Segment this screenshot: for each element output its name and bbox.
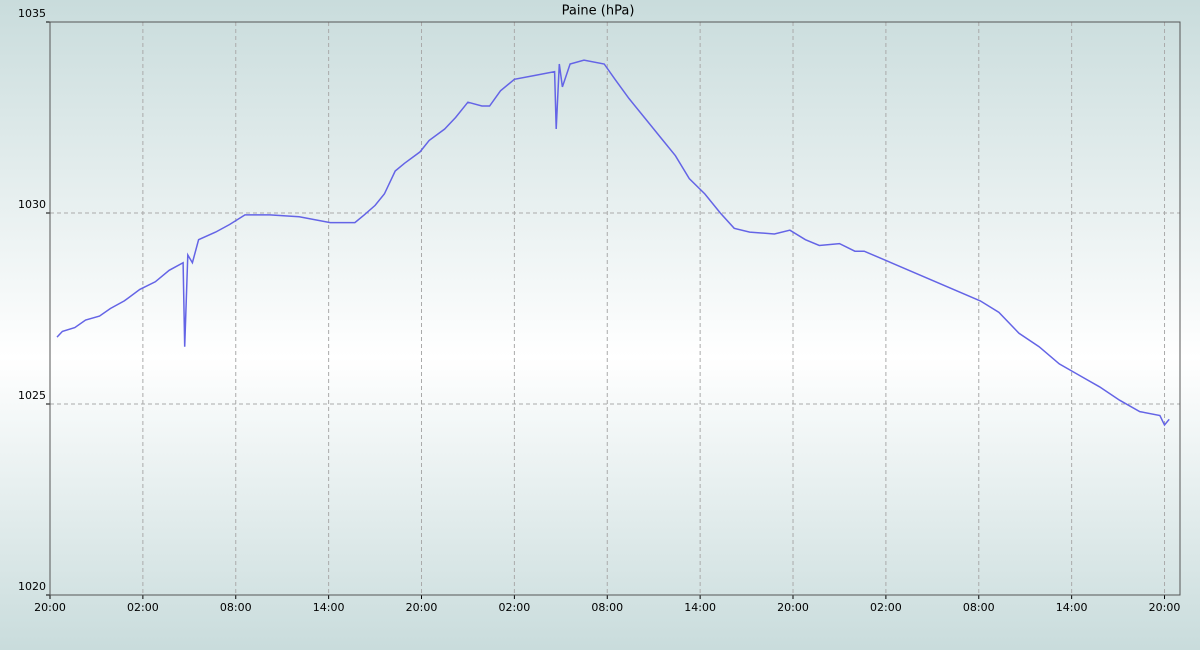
x-tick-label: 14:00 bbox=[684, 601, 716, 614]
x-tick-label: 08:00 bbox=[963, 601, 995, 614]
data-line bbox=[56, 59, 1170, 427]
y-tick-label: 1020 bbox=[18, 580, 46, 593]
plot-frame bbox=[49, 21, 1181, 596]
x-tick-label: 02:00 bbox=[127, 601, 159, 614]
x-tick-label: 02:00 bbox=[870, 601, 902, 614]
x-tick-label: 20:00 bbox=[34, 601, 66, 614]
x-tick-label: 14:00 bbox=[1056, 601, 1088, 614]
x-tick-label: 20:00 bbox=[777, 601, 809, 614]
chart-title: Paine (hPa) bbox=[562, 4, 635, 19]
x-tick-label: 02:00 bbox=[499, 601, 531, 614]
x-tick-label: 20:00 bbox=[406, 601, 438, 614]
x-tick-label: 14:00 bbox=[313, 601, 345, 614]
y-tick-label: 1035 bbox=[18, 7, 46, 20]
plot-area: 1020 1025 1030 1035 20:00 02:00 08:00 14:00 20:0… bbox=[18, 7, 1181, 614]
x-tick-label: 08:00 bbox=[591, 601, 623, 614]
y-tick-label: 1030 bbox=[18, 198, 46, 211]
x-tick-label: 20:00 bbox=[1149, 601, 1181, 614]
y-tick-label: 1025 bbox=[18, 389, 46, 402]
x-tick-label: 08:00 bbox=[220, 601, 252, 614]
